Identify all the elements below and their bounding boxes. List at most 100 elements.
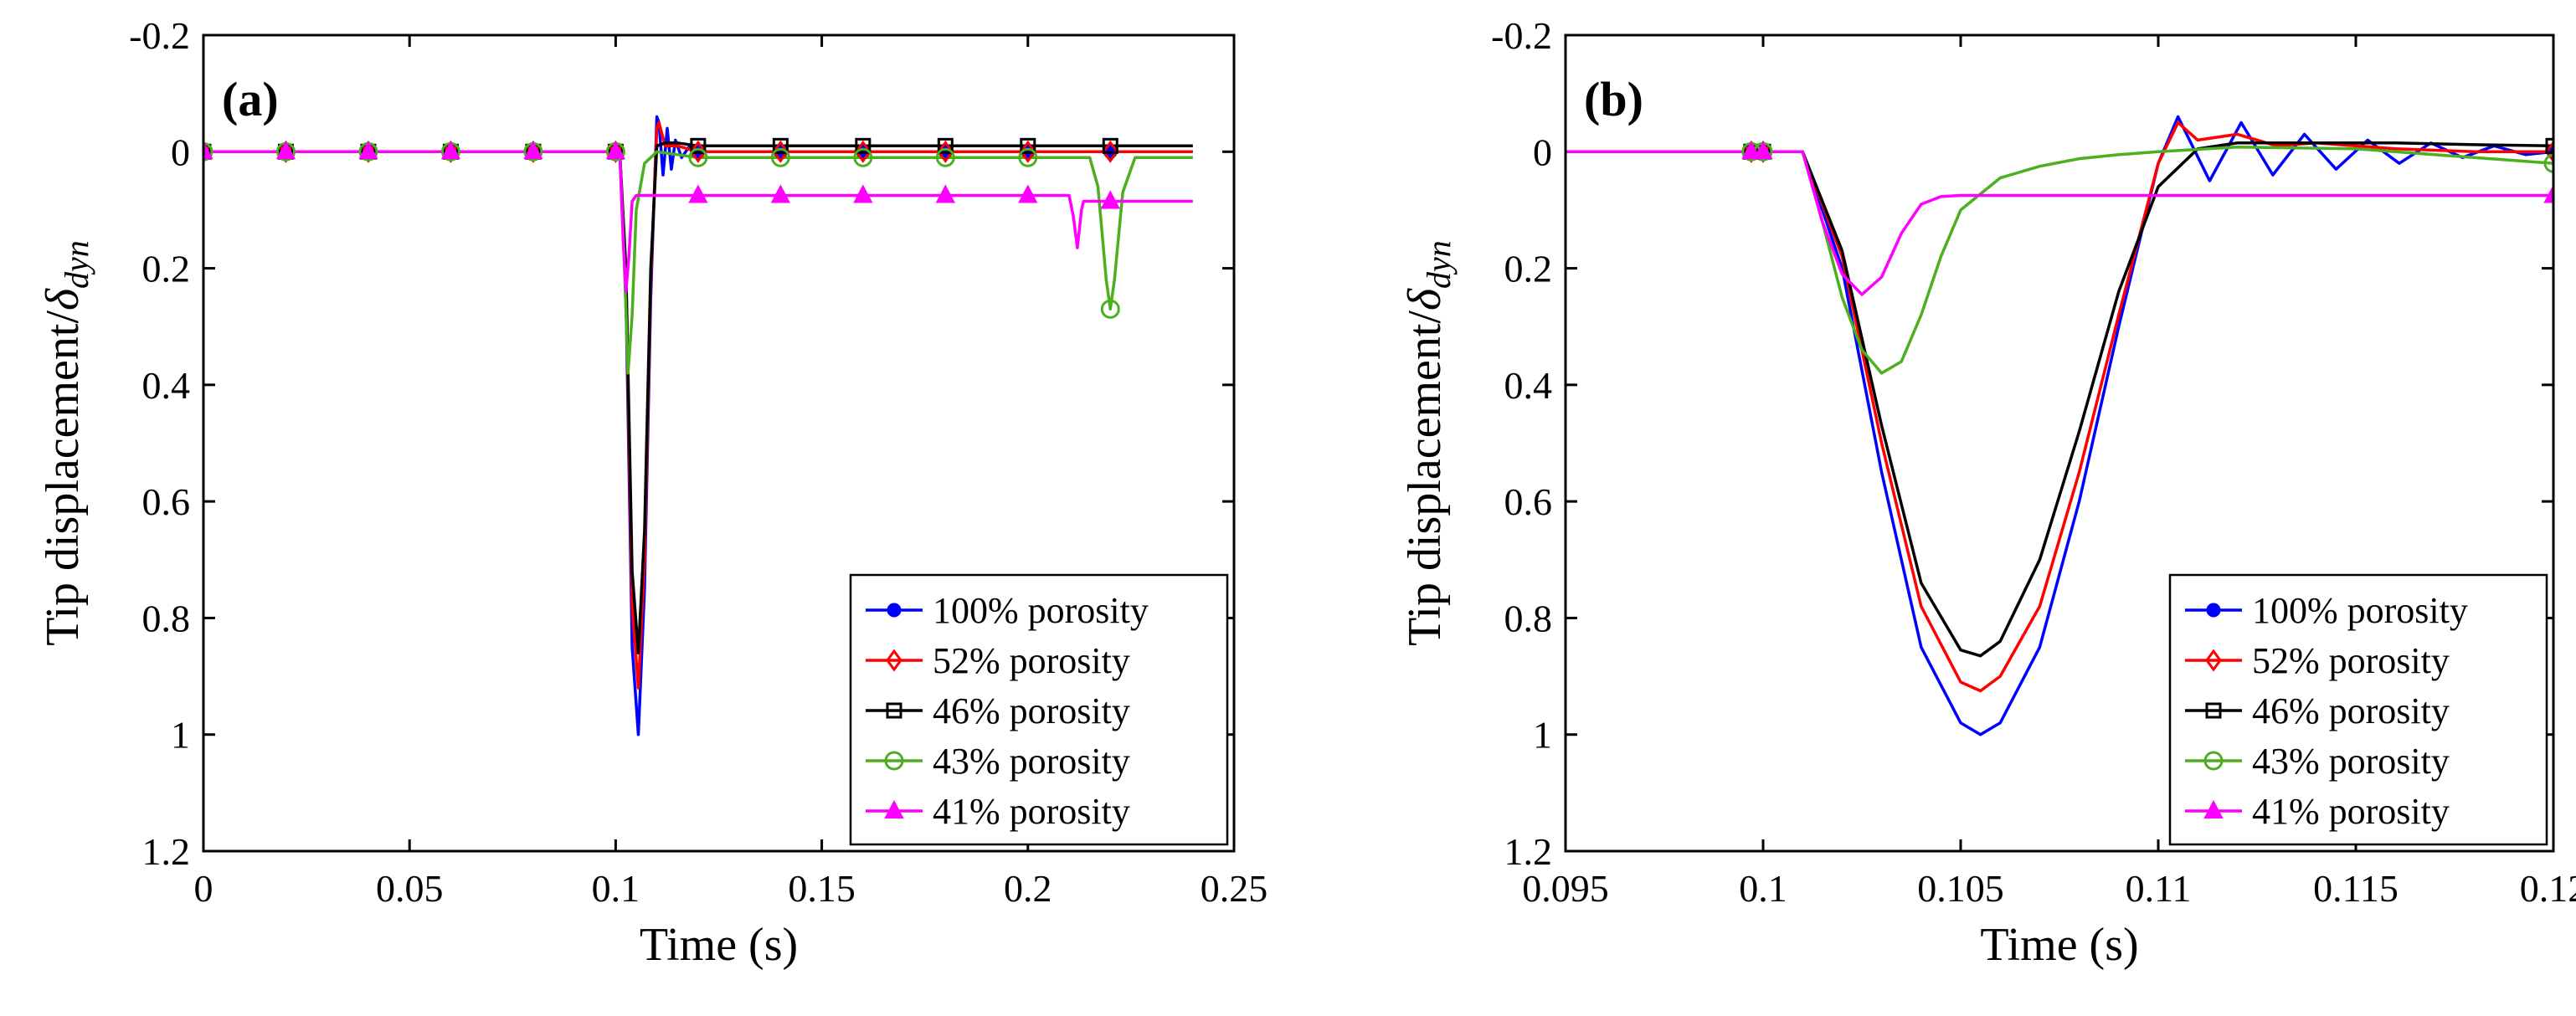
y-tick-label: 0.4 (1504, 364, 1553, 407)
x-tick-label: 0.25 (1201, 867, 1268, 910)
y-tick-label: 1.2 (142, 830, 191, 873)
series-marker-1 (1019, 140, 1036, 163)
series-marker-4 (275, 141, 296, 160)
chart-panel-b: 0.095 0.1 0.105 0.11 0.115 0.12 -0.2 0 0.2 0.4 0.6… (1399, 14, 2576, 971)
series-marker-2 (855, 137, 872, 154)
y-tick-label: -0.2 (1491, 14, 1552, 57)
y-tick-label: 0.8 (1504, 597, 1553, 639)
series-marker-2 (2545, 137, 2553, 154)
panel-label: (b) (1584, 72, 1643, 126)
series-marker-3 (1018, 147, 1038, 167)
series-marker-4 (2543, 184, 2553, 203)
series-group (1566, 115, 2553, 736)
legend-marker (884, 799, 904, 818)
series-marker-4 (605, 141, 626, 160)
series-line-4 (1566, 150, 2553, 296)
legend: 100% porosity 52% porosity 46% porosity 43%… (2168, 573, 2548, 846)
series-marker-4 (1100, 190, 1120, 209)
legend-marker (2203, 751, 2224, 771)
legend-marker (2205, 702, 2222, 719)
x-tick-label: 0.05 (376, 867, 444, 910)
legend-marker (2206, 603, 2221, 618)
legend-label: 52% porosity (933, 640, 1130, 681)
series-line-4 (203, 150, 1193, 294)
series-marker-3 (853, 147, 873, 167)
y-tick-label: 0 (171, 131, 190, 173)
panel-label: (a) (222, 72, 279, 126)
legend-entry: 52% porosity (866, 640, 1130, 681)
x-tick-label: 0.11 (2126, 867, 2192, 910)
legend-marker (886, 702, 902, 719)
x-tick-label: 0.1 (1739, 867, 1787, 910)
plot-frame-top (1564, 33, 2555, 853)
legend-label: 43% porosity (933, 741, 1130, 782)
x-tick-label: 0.105 (1917, 867, 2004, 910)
x-tick-label: 0.115 (2313, 867, 2399, 910)
y-tick-label: 0.2 (1504, 248, 1553, 290)
legend-label: 43% porosity (2252, 741, 2450, 782)
series-marker-1 (772, 140, 789, 163)
legend-entry: 43% porosity (2185, 741, 2450, 782)
legend-marker (2203, 799, 2224, 818)
legend-label: 41% porosity (933, 791, 1130, 832)
y-axis-label: Tip displacement/δdyn (37, 240, 95, 646)
legend-marker (886, 649, 902, 672)
series-marker-2 (690, 137, 707, 154)
series-marker-4 (688, 184, 708, 203)
legend: 100% porosity 52% porosity 46% porosity 43%… (849, 573, 1229, 846)
legend-marker (887, 603, 902, 618)
x-tick-label: 0 (194, 867, 213, 910)
legend-entry: 100% porosity (866, 590, 1149, 631)
y-tick-label: 0.6 (142, 480, 191, 523)
legend-entry: 46% porosity (866, 690, 1130, 731)
series-marker-4 (358, 141, 378, 160)
y-tick-label: 1 (1533, 714, 1552, 757)
y-axis-label-main: Tip displacement/ (1399, 310, 1451, 646)
series-marker-2 (203, 143, 212, 160)
x-tick-label: 0.1 (592, 867, 640, 910)
series-marker-1 (690, 140, 707, 163)
series-marker-3 (770, 147, 790, 167)
y-axis-label-subscript: dyn (58, 240, 95, 289)
legend-label: 46% porosity (933, 690, 1130, 731)
y-tick-label: 1.2 (1504, 830, 1553, 873)
series-marker-4 (853, 184, 873, 203)
legend-label: 46% porosity (2252, 690, 2450, 731)
legend-entry: 52% porosity (2185, 640, 2450, 681)
series-marker-1 (1102, 140, 1119, 163)
y-axis-label-symbol: δ (37, 288, 89, 310)
series-marker-4 (203, 141, 213, 160)
x-tick-label: 0.095 (1522, 867, 1609, 910)
series-marker-4 (1741, 141, 1761, 160)
legend-entry: 43% porosity (866, 741, 1130, 782)
series-marker-3 (688, 147, 708, 167)
legend-entry: 46% porosity (2185, 690, 2450, 731)
series-marker-2 (772, 137, 789, 154)
series-marker-4 (523, 141, 543, 160)
legend-entry: 100% porosity (2185, 590, 2468, 631)
legend-marker (2205, 649, 2222, 672)
plot-frame-top (202, 33, 1236, 853)
y-tick-label: -0.2 (129, 14, 190, 57)
series-marker-1 (854, 140, 872, 163)
legend-label: 52% porosity (2252, 640, 2450, 681)
chart-panel-a: 0 0.05 0.1 0.15 0.2 0.25 -0.2 0 0.2 0.4 0.6 0.8 1 1.2… (37, 14, 1267, 971)
series-marker-4 (1018, 184, 1038, 203)
y-tick-label: 0.8 (142, 597, 191, 639)
legend-label: 41% porosity (2252, 791, 2450, 832)
y-tick-label: 0.6 (1504, 480, 1553, 523)
series-marker-3 (2543, 153, 2553, 173)
x-tick-label: 0.2 (1004, 867, 1052, 910)
legend-marker (884, 751, 904, 771)
x-tick-label: 0.12 (2520, 867, 2576, 910)
series-marker-3 (1100, 299, 1120, 319)
series-group (203, 115, 1193, 736)
series-marker-4 (935, 184, 955, 203)
y-axis-label-subscript: dyn (1420, 240, 1458, 289)
series-marker-2 (1020, 137, 1036, 154)
legend-entry: 41% porosity (2185, 791, 2450, 832)
y-tick-label: 0.4 (142, 364, 191, 407)
series-marker-3 (203, 141, 213, 162)
series-line-3 (1566, 145, 2553, 375)
